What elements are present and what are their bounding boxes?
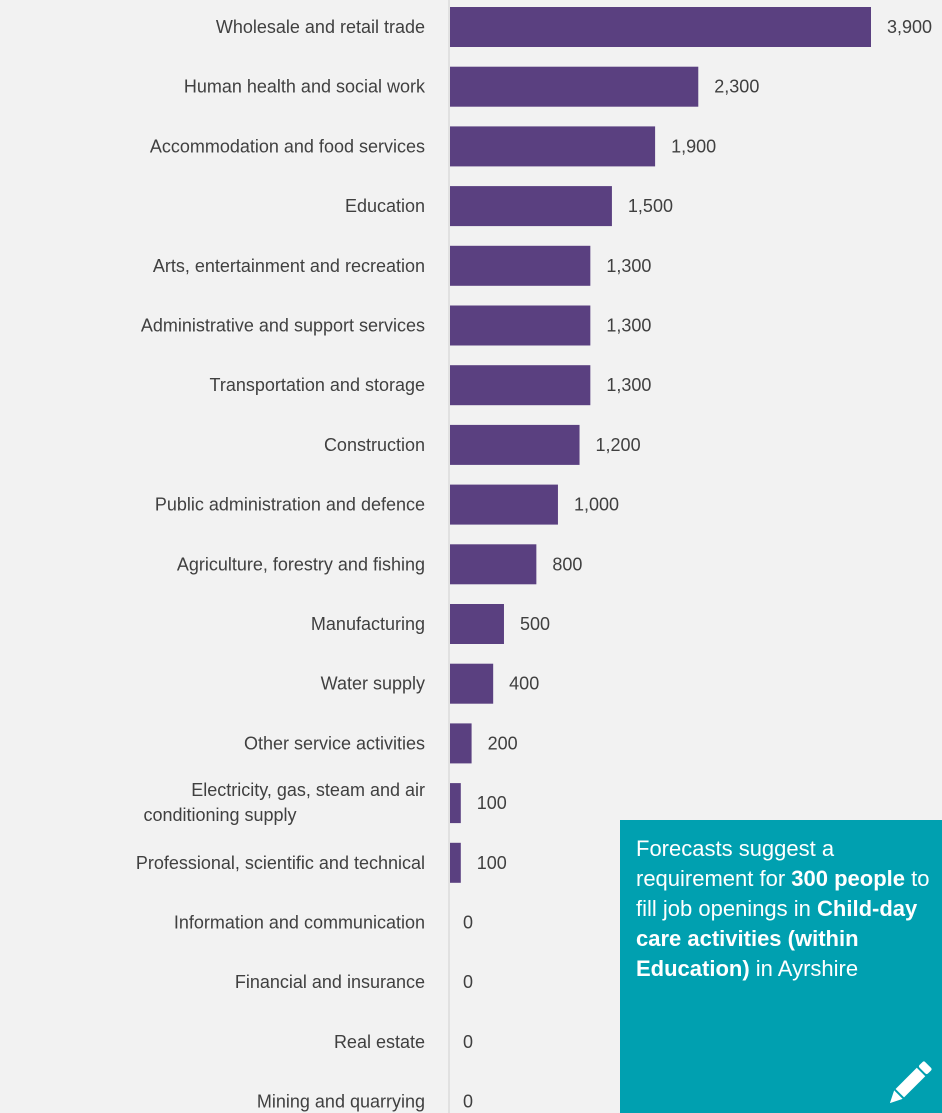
value-label: 0 — [463, 1032, 473, 1052]
value-label: 0 — [463, 913, 473, 933]
bar — [450, 424, 580, 465]
value-label: 800 — [552, 554, 582, 574]
bar — [450, 245, 591, 286]
category-label: Accommodation and food services — [150, 136, 425, 156]
value-label: 3,900 — [887, 17, 932, 37]
value-label: 400 — [509, 674, 539, 694]
bar — [450, 544, 537, 585]
category-label: Information and communication — [174, 913, 425, 933]
category-label: Wholesale and retail trade — [216, 17, 425, 37]
bar — [450, 66, 699, 107]
bar — [450, 7, 871, 47]
pencil-icon — [889, 1061, 932, 1104]
category-label: Construction — [324, 435, 425, 455]
value-label: 1,000 — [574, 495, 619, 515]
bar — [450, 723, 472, 764]
category-label: Education — [345, 196, 425, 216]
bar — [450, 126, 656, 167]
bar — [450, 663, 494, 704]
callout-text: Forecasts suggest a requirement for 300 … — [636, 834, 932, 984]
value-label: 200 — [488, 733, 518, 753]
value-label: 100 — [477, 793, 507, 813]
value-label: 1,500 — [628, 196, 673, 216]
value-label: 0 — [463, 1092, 473, 1112]
forecast-callout: Forecasts suggest a requirement for 300 … — [620, 820, 942, 1113]
value-label: 0 — [463, 972, 473, 992]
category-label: Professional, scientific and technical — [136, 853, 425, 873]
value-label: 1,300 — [606, 316, 651, 336]
value-label: 500 — [520, 614, 550, 634]
bar — [450, 484, 558, 525]
value-label: 1,200 — [596, 435, 641, 455]
category-label: Manufacturing — [311, 614, 425, 634]
category-label: Human health and social work — [184, 77, 426, 97]
value-label: 100 — [477, 853, 507, 873]
category-label: Water supply — [321, 674, 425, 694]
bar — [450, 186, 612, 227]
bar — [450, 365, 591, 406]
category-label: Public administration and defence — [155, 495, 425, 515]
category-label: Real estate — [334, 1032, 425, 1052]
category-label: Agriculture, forestry and fishing — [177, 554, 425, 574]
bar — [450, 305, 591, 346]
bar — [450, 604, 504, 644]
callout-text-3: in Ayrshire — [749, 956, 859, 981]
value-label: 1,300 — [606, 256, 651, 276]
category-label: Electricity, gas, steam and air condition… — [143, 780, 425, 825]
value-label: 1,900 — [671, 136, 716, 156]
category-label: Financial and insurance — [235, 972, 425, 992]
callout-highlight-sector: Child-day care activities (within Educat… — [636, 896, 918, 981]
value-label: 2,300 — [714, 77, 759, 97]
callout-highlight-people: 300 people — [791, 866, 906, 891]
category-label: Transportation and storage — [210, 375, 425, 395]
value-label: 1,300 — [606, 375, 651, 395]
bar — [450, 842, 461, 883]
bar — [450, 783, 461, 824]
category-label: Arts, entertainment and recreation — [153, 256, 425, 276]
callout-text-1: Forecasts suggest a requirement for — [636, 836, 835, 891]
category-label: Administrative and support services — [141, 316, 425, 336]
callout-text-2: to fill job openings in — [636, 866, 930, 921]
category-label: Mining and quarrying — [257, 1092, 425, 1112]
category-label: Other service activities — [244, 733, 425, 753]
